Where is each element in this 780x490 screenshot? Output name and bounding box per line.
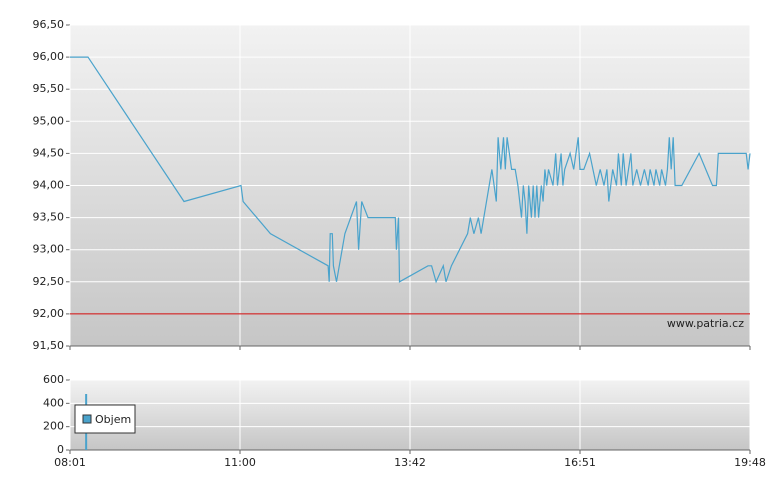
y-tick-label: 92,00 [33, 307, 65, 320]
watermark: www.patria.cz [667, 317, 744, 330]
y-tick-label: 91,50 [33, 339, 65, 352]
y-tick-label: 93,50 [33, 211, 65, 224]
y-tick-label: 94,00 [33, 179, 65, 192]
y-tick-label: 400 [43, 396, 64, 409]
x-tick-label: 11:00 [224, 456, 256, 469]
legend-swatch [82, 414, 92, 424]
y-tick-label: 96,00 [33, 50, 65, 63]
x-tick-label: 16:51 [564, 456, 596, 469]
y-tick-label: 94,50 [33, 146, 65, 159]
y-tick-label: 96,50 [33, 18, 65, 31]
price-line [70, 56, 751, 284]
x-tick-label: 13:42 [394, 456, 426, 469]
x-tick-label: 08:01 [54, 456, 86, 469]
y-tick-label: 95,50 [33, 82, 65, 95]
y-tick-label: 0 [57, 443, 64, 456]
y-tick-label: 200 [43, 420, 64, 433]
legend-label: Objem [95, 413, 131, 426]
x-tick-label: 19:48 [734, 456, 766, 469]
y-tick-label: 93,00 [33, 243, 65, 256]
y-tick-label: 95,00 [33, 114, 65, 127]
y-tick-label: 600 [43, 373, 64, 386]
y-tick-label: 92,50 [33, 275, 65, 288]
